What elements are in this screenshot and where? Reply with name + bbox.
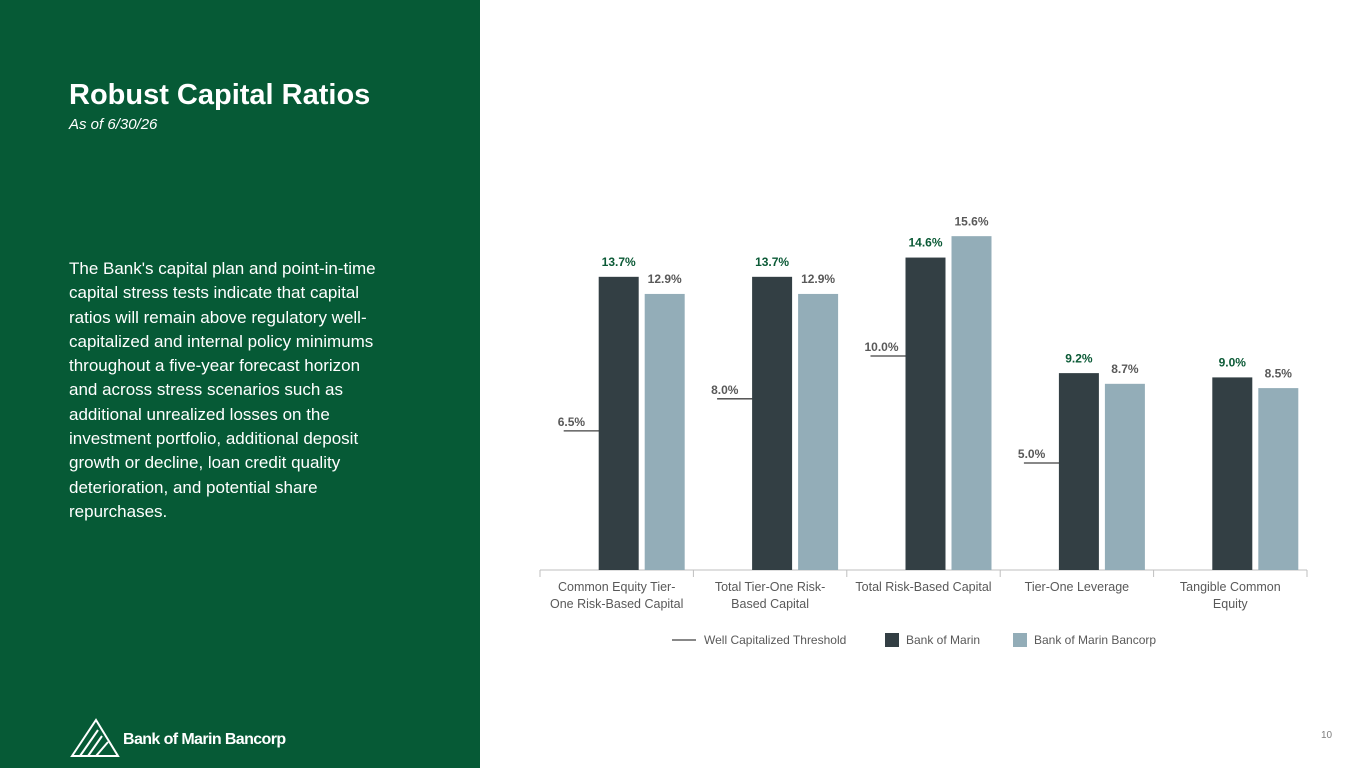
x-tick-label: Common Equity Tier-One Risk-Based Capita… bbox=[549, 580, 684, 611]
page-number: 10 bbox=[1321, 730, 1333, 741]
bar bbox=[1058, 373, 1099, 570]
title: Robust Capital Ratios bbox=[69, 79, 371, 111]
bar bbox=[798, 293, 839, 570]
bar bbox=[905, 257, 946, 570]
subtitle: As of 6/30/26 bbox=[69, 116, 158, 133]
bar bbox=[1104, 383, 1145, 570]
bar bbox=[598, 276, 639, 570]
bar bbox=[951, 236, 992, 570]
legend-swatch bbox=[885, 633, 899, 647]
value-label: 13.7% bbox=[602, 255, 636, 269]
threshold-label: 10.0% bbox=[865, 340, 899, 354]
x-tick-label: Tangible Common Equity bbox=[1179, 580, 1281, 611]
legend-swatch bbox=[1013, 633, 1027, 647]
threshold-label: 5.0% bbox=[1018, 447, 1046, 461]
value-label: 13.7% bbox=[755, 255, 789, 269]
value-label: 9.2% bbox=[1065, 351, 1093, 365]
logo-text: Bank of Marin Bancorp bbox=[123, 731, 286, 748]
bar bbox=[1258, 388, 1299, 570]
x-tick-label: Total Risk-Based Capital bbox=[855, 580, 992, 594]
body-text: The Bank's capital plan and point-in-tim… bbox=[69, 259, 376, 521]
value-label: 12.9% bbox=[801, 272, 835, 286]
bar bbox=[752, 276, 793, 570]
logo-icon bbox=[70, 718, 120, 757]
threshold-label: 8.0% bbox=[711, 383, 739, 397]
value-label: 14.6% bbox=[908, 236, 942, 250]
value-label: 8.7% bbox=[1111, 362, 1139, 376]
legend-label: Bank of Marin bbox=[906, 633, 980, 647]
threshold-label: 6.5% bbox=[558, 415, 586, 429]
side-panel: Robust Capital Ratios As of 6/30/26 The … bbox=[0, 0, 480, 768]
value-label: 9.0% bbox=[1219, 356, 1247, 370]
legend-label: Bank of Marin Bancorp bbox=[1034, 633, 1156, 647]
x-tick-label: Total Tier-One Risk-Based Capital bbox=[714, 580, 826, 611]
x-tick-label: Tier-One Leverage bbox=[1024, 580, 1130, 594]
legend-label: Well Capitalized Threshold bbox=[704, 633, 846, 647]
value-label: 15.6% bbox=[954, 214, 988, 228]
value-label: 8.5% bbox=[1265, 366, 1293, 380]
bar bbox=[1212, 377, 1253, 570]
bar bbox=[644, 293, 685, 570]
value-label: 12.9% bbox=[648, 272, 682, 286]
